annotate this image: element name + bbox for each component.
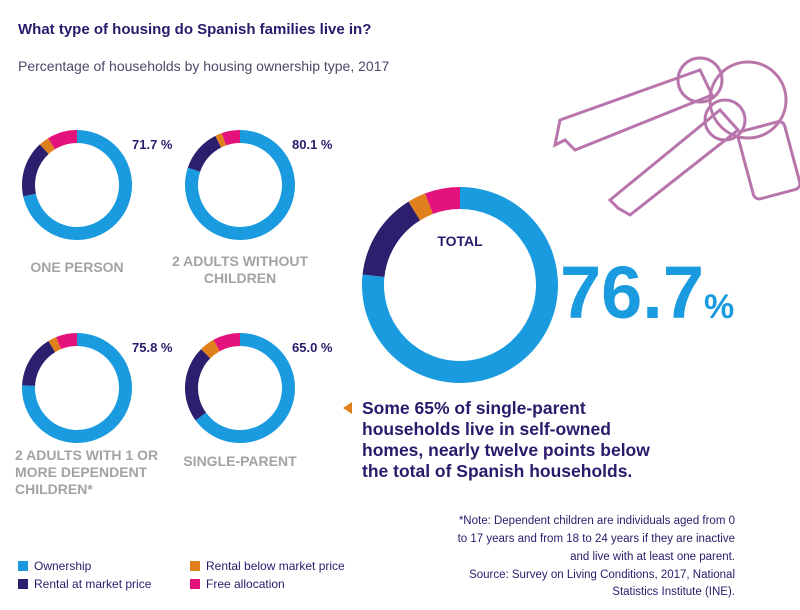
- donut-segment: [187, 135, 222, 172]
- donut-segment: [48, 337, 62, 353]
- legend-swatch: [190, 561, 200, 571]
- note-text: to 17 years and from 18 to 24 years if t…: [458, 533, 735, 545]
- value-label: 75.8 %: [132, 340, 173, 355]
- donut-segment: [184, 349, 211, 421]
- category-label: 2 ADULTS WITHOUT: [172, 253, 309, 269]
- category-label: MORE DEPENDENT: [15, 464, 148, 480]
- callout-marker: [343, 402, 352, 414]
- callout-text: Some 65% of single-parent: [362, 398, 586, 418]
- value-label: 80.1 %: [292, 137, 333, 152]
- category-label: ONE PERSON: [30, 259, 123, 275]
- donut-segment: [22, 341, 56, 386]
- callout-text: the total of Spanish households.: [362, 461, 632, 481]
- donut-segment: [425, 187, 460, 214]
- donut-segment: [362, 201, 421, 277]
- donut-segment: [201, 339, 220, 359]
- legend-swatch: [18, 579, 28, 589]
- note-text: and live with at least one parent.: [570, 551, 735, 563]
- legend-label: Ownership: [34, 559, 92, 573]
- keys-illustration: [552, 56, 800, 217]
- value-label: 71.7 %: [132, 137, 173, 152]
- donut-segment: [21, 144, 49, 197]
- note-text: *Note: Dependent children are individual…: [459, 515, 735, 527]
- title: What type of housing do Spanish families…: [18, 21, 371, 38]
- subtitle: Percentage of households by housing owne…: [18, 58, 389, 74]
- source-text: Statistics Institute (INE).: [612, 586, 735, 598]
- category-label: CHILDREN*: [15, 481, 93, 497]
- legend-label: Free allocation: [206, 577, 285, 591]
- callout-text: households live in self-owned: [362, 419, 611, 439]
- legend-swatch: [190, 579, 200, 589]
- category-label: 2 ADULTS WITH 1 OR: [15, 447, 158, 463]
- legend-label: Rental at market price: [34, 577, 152, 591]
- donut-segment: [215, 133, 227, 148]
- legend-swatch: [18, 561, 28, 571]
- category-label: SINGLE-PARENT: [183, 453, 297, 469]
- value-label: 65.0 %: [292, 340, 333, 355]
- total-label: TOTAL: [437, 233, 483, 249]
- legend-label: Rental below market price: [206, 559, 345, 573]
- donut-segment: [39, 138, 55, 155]
- donut-segment: [221, 130, 240, 146]
- donut-segment: [56, 333, 77, 350]
- category-label: CHILDREN: [204, 270, 276, 286]
- donut-segment: [213, 333, 240, 352]
- donut-segment: [408, 193, 433, 221]
- total-value-label: 76.7%: [560, 251, 734, 334]
- callout-text: homes, nearly twelve points below: [362, 440, 650, 460]
- source-text: Source: Survey on Living Conditions, 201…: [469, 569, 735, 581]
- donut-segment: [48, 130, 77, 150]
